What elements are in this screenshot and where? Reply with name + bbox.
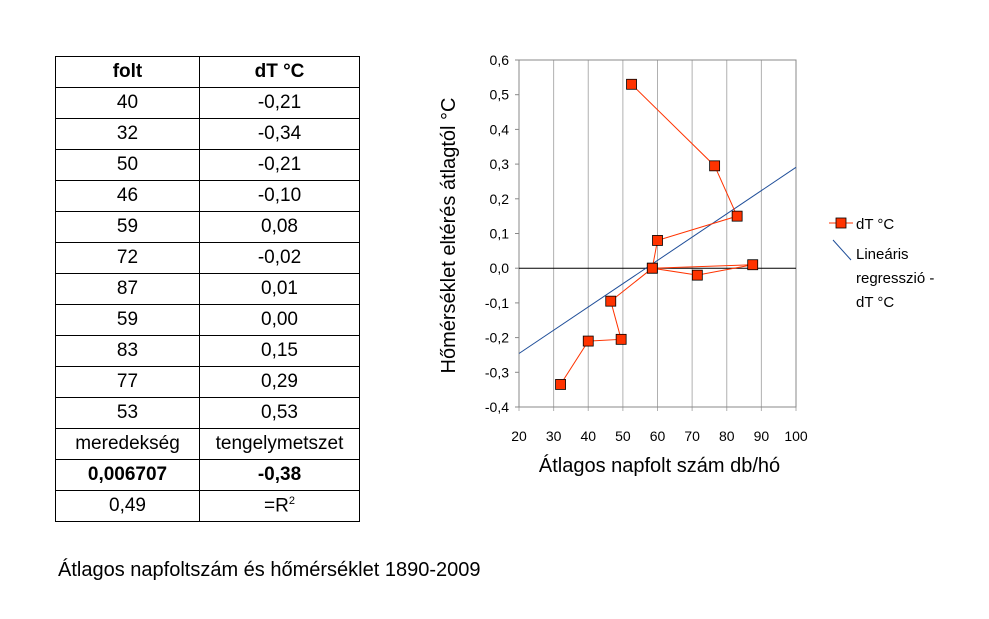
cell-dt: -0,21 xyxy=(199,149,360,181)
x-tick-labels: 20 30 40 50 60 70 80 90 100 xyxy=(511,428,808,444)
header-folt: folt xyxy=(55,56,200,88)
plot-frame xyxy=(518,59,797,408)
r2-value: 0,49 xyxy=(55,490,200,522)
slope-label: meredekség xyxy=(55,428,200,460)
legend: dT °C Lineáris regresszió - dT °C xyxy=(829,216,934,311)
table-row: 87 0,01 xyxy=(55,273,360,305)
x-tick-label: 20 xyxy=(511,428,527,444)
cell-dt: 0,53 xyxy=(199,397,360,429)
cell-folt: 59 xyxy=(55,304,200,336)
y-tick-label: 0,2 xyxy=(490,191,510,207)
cell-folt: 77 xyxy=(55,366,200,398)
legend-label-dt: dT °C xyxy=(856,216,894,233)
series-line-dt xyxy=(560,83,753,385)
data-point xyxy=(615,333,627,345)
cell-folt: 59 xyxy=(55,211,200,243)
cell-dt: 0,08 xyxy=(199,211,360,243)
table-row: 77 0,29 xyxy=(55,366,360,398)
x-tick-label: 50 xyxy=(615,428,631,444)
y-tick-label: 0,5 xyxy=(490,87,510,103)
table-header-row: folt dT °C xyxy=(55,56,360,88)
x-tick-label: 100 xyxy=(784,428,808,444)
y-tick-label: -0,4 xyxy=(485,399,509,415)
y-tick-label: -0,2 xyxy=(485,330,509,346)
x-tick-label: 80 xyxy=(719,428,735,444)
cell-dt: -0,02 xyxy=(199,242,360,274)
grid-layer xyxy=(515,59,797,411)
y-tick-labels: 0,6 0,5 0,4 0,3 0,2 0,1 0,0 -0,1 -0,2 -0,3 -0,4 xyxy=(485,52,509,415)
data-point xyxy=(646,262,658,274)
table-row: 40 -0,21 xyxy=(55,87,360,119)
y-tick-label: -0,3 xyxy=(485,364,509,380)
x-axis-label: Átlagos napfolt szám db/hó xyxy=(539,454,780,477)
y-axis-label: Hőmérséklet eltérés átlagtól °C xyxy=(438,98,460,374)
cell-folt: 46 xyxy=(55,180,200,212)
cell-folt: 87 xyxy=(55,273,200,305)
figure-caption: Átlagos napfoltszám és hőmérséklet 1890-… xyxy=(58,559,481,581)
data-point xyxy=(691,269,703,281)
header-dt: dT °C xyxy=(199,56,360,88)
data-point xyxy=(731,210,743,222)
data-point xyxy=(605,295,617,307)
table-row: 53 0,53 xyxy=(55,397,360,429)
cell-folt: 72 xyxy=(55,242,200,274)
data-point xyxy=(709,160,721,172)
cell-dt: -0,10 xyxy=(199,180,360,212)
r2-row: 0,49 =R2 xyxy=(55,490,360,522)
x-tick-label: 30 xyxy=(546,428,562,444)
y-tick-label: 0,1 xyxy=(490,226,510,242)
r2-label-prefix: =R xyxy=(264,495,289,517)
y-tick-label: 0,6 xyxy=(490,52,510,68)
regression-line xyxy=(518,166,797,354)
x-tick-label: 70 xyxy=(684,428,700,444)
r2-label: =R2 xyxy=(199,490,360,522)
legend-line-regression xyxy=(832,239,852,261)
table-row: 46 -0,10 xyxy=(55,180,360,212)
r2-label-sup: 2 xyxy=(288,494,295,507)
data-table: folt dT °C 40 -0,21 32 -0,34 50 -0,21 46 -0,10 5… xyxy=(55,56,360,522)
x-tick-label: 60 xyxy=(650,428,666,444)
legend-label-regression: dT °C xyxy=(856,294,894,311)
table-row: 59 0,00 xyxy=(55,304,360,336)
summary-value-row: 0,006707 -0,38 xyxy=(55,459,360,491)
cell-folt: 50 xyxy=(55,149,200,181)
cell-dt: 0,15 xyxy=(199,335,360,367)
y-tick-label: 0,0 xyxy=(490,260,510,276)
intercept-label: tengelymetszet xyxy=(199,428,360,460)
x-tick-label: 40 xyxy=(580,428,596,444)
table-row: 83 0,15 xyxy=(55,335,360,367)
legend-label-regression: regresszió - xyxy=(856,270,934,287)
data-point xyxy=(582,335,594,347)
legend-label-regression: Lineáris xyxy=(856,246,909,263)
legend-marker-dt xyxy=(835,217,847,229)
cell-dt: 0,01 xyxy=(199,273,360,305)
y-tick-label: 0,3 xyxy=(490,156,510,172)
data-point xyxy=(747,259,759,271)
data-point xyxy=(626,78,637,90)
summary-label-row: meredekség tengelymetszet xyxy=(55,428,360,460)
y-tick-label: 0,4 xyxy=(490,121,510,137)
intercept-value: -0,38 xyxy=(199,459,360,491)
cell-dt: -0,34 xyxy=(199,118,360,150)
data-point xyxy=(555,379,566,390)
table-row: 50 -0,21 xyxy=(55,149,360,181)
table-row: 32 -0,34 xyxy=(55,118,360,150)
y-tick-label: -0,1 xyxy=(485,295,509,311)
x-tick-label: 90 xyxy=(754,428,770,444)
table-row: 72 -0,02 xyxy=(55,242,360,274)
data-point xyxy=(652,235,663,246)
table-row: 59 0,08 xyxy=(55,211,360,243)
series-markers xyxy=(555,78,759,390)
cell-dt: -0,21 xyxy=(199,87,360,119)
slope-value: 0,006707 xyxy=(55,459,200,491)
